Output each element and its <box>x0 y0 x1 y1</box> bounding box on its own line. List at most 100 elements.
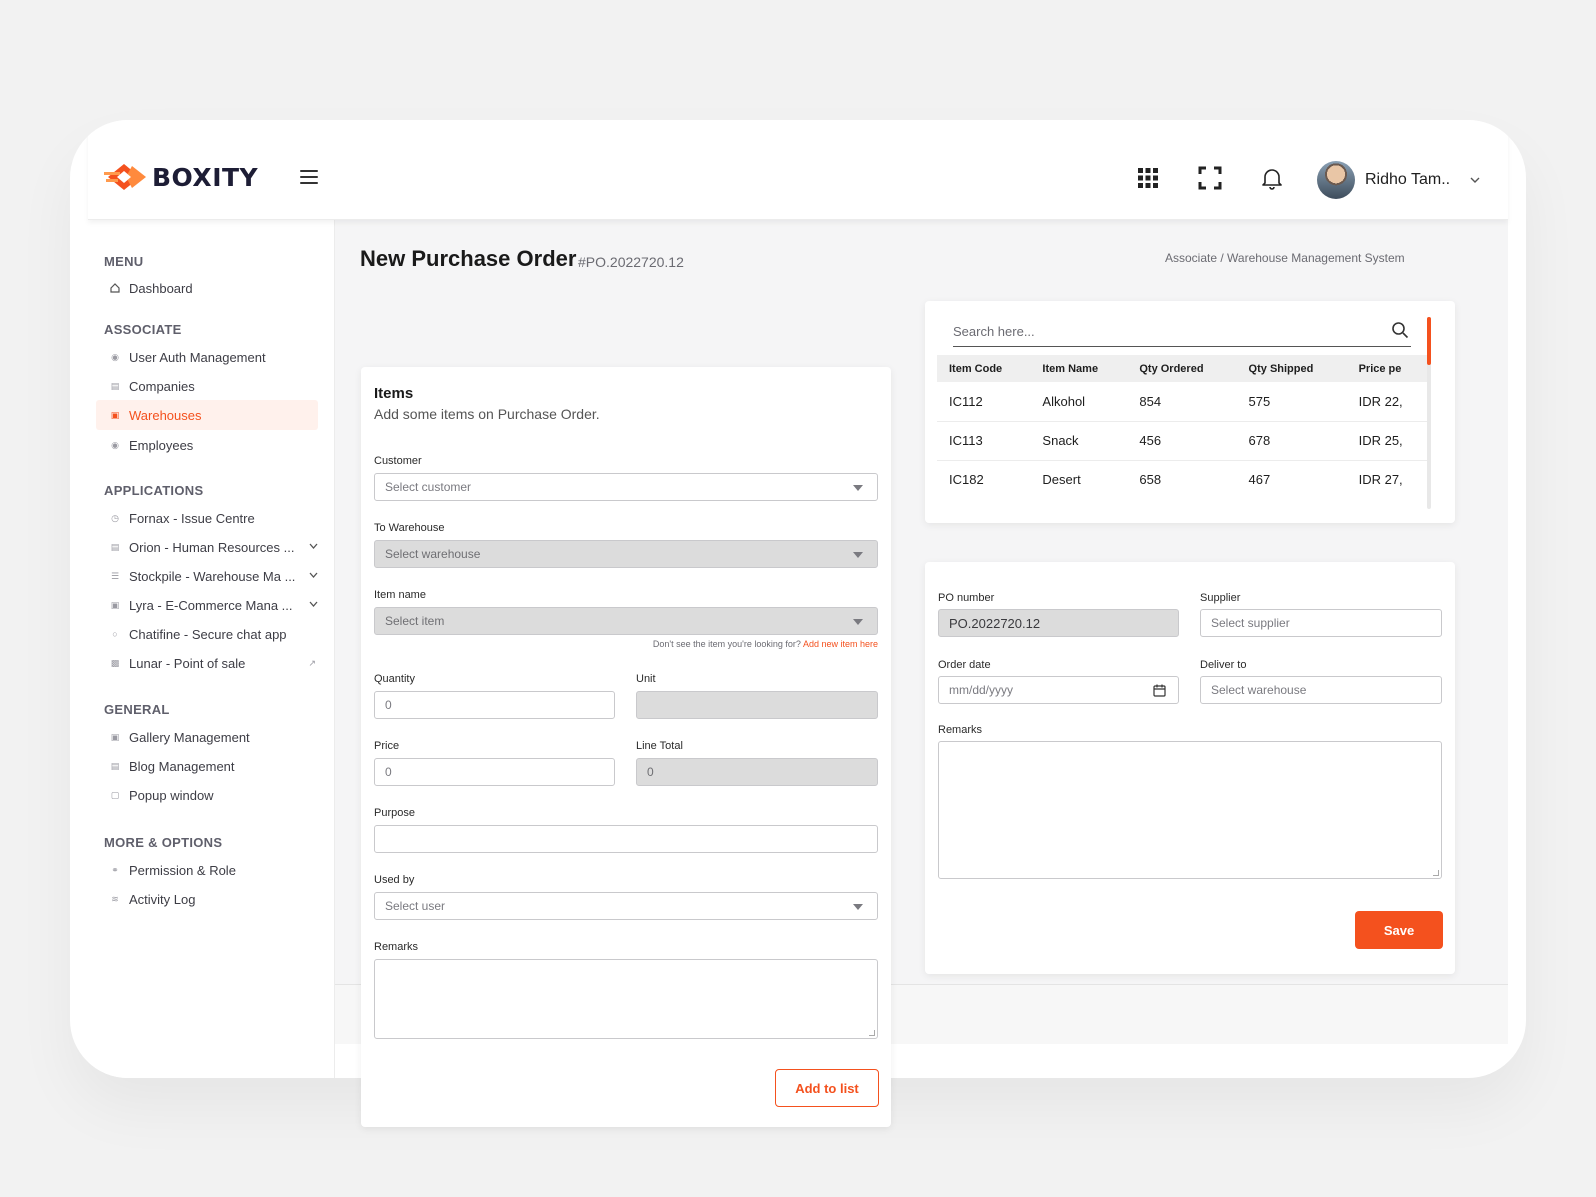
external-link-icon[interactable]: ↗ <box>308 658 316 668</box>
resize-handle-icon[interactable] <box>869 1030 875 1036</box>
price-input[interactable]: 0 <box>374 758 615 786</box>
search-input[interactable]: Search here... <box>953 324 1035 339</box>
boxity-logo-icon <box>104 164 146 190</box>
search-box[interactable]: Search here... <box>953 315 1411 347</box>
sidebar-item-label: Gallery Management <box>129 729 250 745</box>
sidebar-item-permission[interactable]: ⚭ Permission & Role <box>104 855 318 885</box>
unit-input[interactable] <box>636 691 878 719</box>
table-row[interactable]: IC112 Alkohol 854 575 IDR 22, <box>937 382 1427 422</box>
popup-icon: ▢ <box>110 790 120 800</box>
quantity-label: Quantity <box>374 673 415 685</box>
line-total-input[interactable]: 0 <box>636 758 878 786</box>
table-cell: Alkohol <box>1030 382 1128 422</box>
column-header[interactable]: Price pe <box>1346 355 1427 382</box>
user-name[interactable]: Ridho Tam.. <box>1365 171 1451 188</box>
apps-grid-icon[interactable] <box>1136 166 1160 190</box>
chevron-down-icon[interactable] <box>309 543 318 550</box>
supplier-label: Supplier <box>1200 592 1241 604</box>
table-cell: Desert <box>1042 472 1081 488</box>
chevron-down-icon[interactable] <box>309 572 318 579</box>
add-new-item-link[interactable]: Add new item here <box>802 639 878 649</box>
sidebar-item-stockpile[interactable]: ☰ Stockpile - Warehouse Ma ... <box>104 561 318 591</box>
users-icon: ◉ <box>111 352 119 362</box>
sidebar-item-orion[interactable]: ▤ Orion - Human Resources ... <box>104 532 318 562</box>
deliver-to-select[interactable]: Select warehouse <box>1200 676 1442 704</box>
order-date-field[interactable]: mm/dd/yyyy <box>938 676 1179 704</box>
table-row[interactable]: IC182 Desert 658 467 IDR 27, <box>937 460 1427 499</box>
items-table-card: Search here... Item Code Item Name Qty O… <box>925 301 1455 523</box>
fullscreen-icon[interactable] <box>1198 166 1222 190</box>
column-header[interactable]: Item Name <box>1030 355 1128 382</box>
activity-icon: ≋ <box>111 894 119 904</box>
user-menu-chevron-down-icon[interactable] <box>1469 175 1481 185</box>
used-by-label: Used by <box>374 874 415 886</box>
item-name-label: Item name <box>374 589 426 601</box>
sidebar-item-gallery[interactable]: ▣ Gallery Management <box>104 722 318 752</box>
deliver-to-label: Deliver to <box>1200 659 1247 671</box>
table-cell: 456 <box>1127 421 1237 461</box>
table-cell: IC112 <box>937 382 1031 422</box>
pos-icon: ▩ <box>110 658 120 668</box>
sidebar-item-activity-log[interactable]: ≋ Activity Log <box>104 884 318 914</box>
table-cell: 854 <box>1127 382 1237 422</box>
sidebar-section-menu: MENU <box>104 254 144 269</box>
user-avatar[interactable] <box>1317 161 1355 199</box>
save-button[interactable]: Save <box>1355 911 1443 949</box>
employees-icon: ◉ <box>111 440 119 450</box>
item-name-placeholder: Select item <box>385 614 445 628</box>
sidebar: MENU Dashboard ASSOCIATE ◉ User Auth Man… <box>88 220 335 1078</box>
notification-bell-icon[interactable] <box>1260 166 1284 190</box>
sidebar-item-employees[interactable]: ◉ Employees <box>104 430 318 460</box>
items-form-subtitle: Add some items on Purchase Order. <box>374 406 600 422</box>
sidebar-item-label: Lunar - Point of sale <box>129 655 246 671</box>
scrollbar-thumb[interactable] <box>1427 317 1431 365</box>
app-window: BOXITY Ridho Tam.. MENU Dashboard ASSOCI… <box>70 120 1526 1078</box>
table-scrollbar[interactable] <box>1427 317 1431 509</box>
column-header[interactable]: Item Code <box>937 355 1031 382</box>
sidebar-item-blog[interactable]: ▤ Blog Management <box>104 751 318 781</box>
supplier-select[interactable]: Select supplier <box>1200 609 1442 637</box>
top-bar: BOXITY Ridho Tam.. <box>88 120 1508 220</box>
unit-label: Unit <box>636 673 656 685</box>
item-remarks-textarea[interactable] <box>374 959 878 1039</box>
item-name-select[interactable]: Select item <box>374 607 878 635</box>
sidebar-item-user-auth[interactable]: ◉ User Auth Management <box>104 342 318 372</box>
resize-handle-icon[interactable] <box>1433 870 1439 876</box>
add-to-list-button[interactable]: Add to list <box>775 1069 879 1107</box>
breadcrumb[interactable]: Associate / Warehouse Management System <box>1165 251 1405 265</box>
order-date-placeholder: mm/dd/yyyy <box>949 683 1014 697</box>
sidebar-item-fornax[interactable]: ◷ Fornax - Issue Centre <box>104 503 318 533</box>
sidebar-item-label: Orion - Human Resources ... <box>129 539 295 555</box>
sidebar-item-warehouses[interactable]: ▣ Warehouses <box>96 400 318 430</box>
menu-toggle-icon[interactable] <box>300 170 318 184</box>
gallery-icon: ▣ <box>110 732 120 742</box>
table-row[interactable]: IC113 Snack 456 678 IDR 25, <box>937 421 1427 461</box>
used-by-select[interactable]: Select user <box>374 892 878 920</box>
to-warehouse-select[interactable]: Select warehouse <box>374 540 878 568</box>
po-number-field[interactable]: PO.2022720.12 <box>938 609 1179 637</box>
warehouse-icon: ▣ <box>110 410 120 420</box>
sidebar-item-popup[interactable]: ▢ Popup window <box>104 780 318 810</box>
table-cell: IDR 25, <box>1346 421 1427 461</box>
dropdown-caret-icon <box>853 485 863 491</box>
chart-icon: ▤ <box>110 381 120 391</box>
sidebar-item-chatifine[interactable]: ○ Chatifine - Secure chat app <box>104 619 318 649</box>
column-header[interactable]: Qty Ordered <box>1127 355 1237 382</box>
calendar-icon[interactable] <box>1153 684 1166 697</box>
search-icon[interactable] <box>1391 321 1409 339</box>
sidebar-item-dashboard[interactable]: Dashboard <box>104 273 318 303</box>
sidebar-item-companies[interactable]: ▤ Companies <box>104 371 318 401</box>
column-header[interactable]: Qty Shipped <box>1236 355 1347 382</box>
customer-placeholder: Select customer <box>385 480 472 494</box>
brand-logo[interactable]: BOXITY <box>104 162 258 192</box>
po-remarks-textarea[interactable] <box>938 741 1442 879</box>
sidebar-item-label: Activity Log <box>129 891 196 907</box>
customer-select[interactable]: Select customer <box>374 473 878 501</box>
chevron-down-icon[interactable] <box>309 601 318 608</box>
table-cell: IC182 <box>949 472 984 488</box>
sidebar-item-lyra[interactable]: ▣ Lyra - E-Commerce Mana ... <box>104 590 318 620</box>
quantity-input[interactable]: 0 <box>374 691 615 719</box>
purpose-input[interactable] <box>374 825 878 853</box>
home-icon <box>110 283 120 293</box>
sidebar-item-lunar[interactable]: ▩ Lunar - Point of sale ↗ <box>104 648 318 678</box>
